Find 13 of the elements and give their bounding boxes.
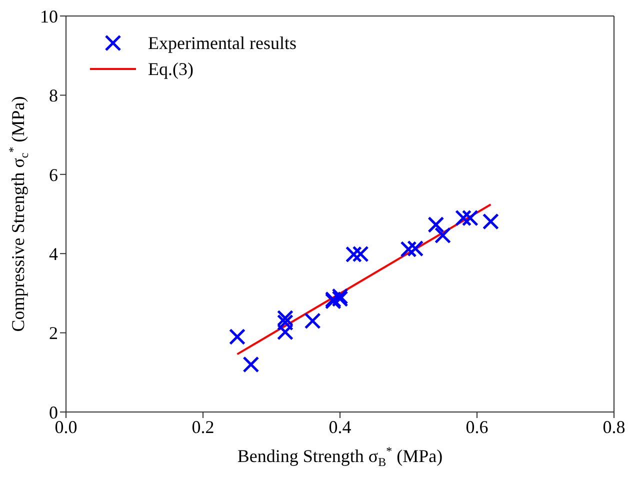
y-tick-label: 2 <box>49 323 58 344</box>
x-tick-label: 0.2 <box>192 416 214 437</box>
x-tick-label: 0.4 <box>328 416 352 437</box>
y-tick-label: 6 <box>49 164 58 185</box>
legend-label: Eq.(3) <box>148 58 194 81</box>
x-tick-label: 0.8 <box>602 416 626 437</box>
y-tick-label: 0 <box>49 402 58 422</box>
x-axis-title: Bending Strength σ$_{B}$$^{*}$ (MPa) <box>237 444 443 469</box>
x-tick-label: 0.6 <box>466 416 488 437</box>
y-tick-label: 8 <box>49 86 58 106</box>
y-tick-label: 10 <box>40 6 58 26</box>
legend-label: Experimental results <box>148 32 296 55</box>
y-tick-label: 4 <box>49 244 58 264</box>
